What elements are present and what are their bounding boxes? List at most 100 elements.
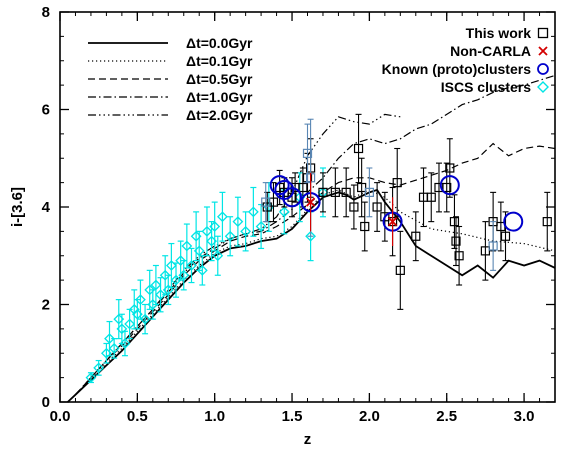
x-tick-label: 1.0 xyxy=(204,408,225,425)
model-curves xyxy=(67,74,555,402)
this-work-point xyxy=(445,163,455,173)
x-axis-label: z xyxy=(304,431,312,448)
iscs-point xyxy=(139,313,151,325)
x-tick-label: 3.0 xyxy=(514,408,535,425)
iscs-point xyxy=(193,245,205,257)
iscs-point xyxy=(212,250,224,262)
this-work-point xyxy=(372,202,382,212)
this-work-point xyxy=(341,187,351,197)
iscs-point xyxy=(201,225,213,237)
known-cluster-point xyxy=(282,187,303,208)
this-work-point xyxy=(542,217,552,227)
iscs-point xyxy=(116,323,128,335)
known-cluster-point xyxy=(274,179,295,200)
this-work-point xyxy=(480,246,490,256)
iscs-point xyxy=(108,342,120,354)
this-work-point xyxy=(454,251,464,261)
legend-square-marker xyxy=(537,27,549,39)
model-curve-1 xyxy=(75,189,555,396)
this-work-point xyxy=(330,187,340,197)
x-tick-label: 2.5 xyxy=(436,408,457,425)
legend-label-right: This work xyxy=(466,25,532,41)
y-axis-label: i-[3.6] xyxy=(9,187,26,227)
legend-label-left: Δt=0.1Gyr xyxy=(186,53,253,69)
iscs-point xyxy=(186,260,197,271)
iscs-point xyxy=(278,206,290,218)
legend-label-left: Δt=2.0Gyr xyxy=(186,107,253,123)
iscs-point xyxy=(93,362,105,374)
y-tick-label: 2 xyxy=(42,297,50,314)
legend-label-right: Non-CARLA xyxy=(450,43,531,59)
iscs-point xyxy=(255,221,267,232)
legend-label-left: Δt=1.0Gyr xyxy=(186,89,253,105)
iscs-point xyxy=(162,284,174,296)
this-work-point xyxy=(353,143,364,154)
iscs-point xyxy=(178,269,190,281)
legend-label-right: ISCS clusters xyxy=(441,79,531,95)
this-work-blue-point xyxy=(261,197,271,207)
known-cluster-point xyxy=(439,175,460,196)
iscs-point xyxy=(247,206,259,218)
iscs-point xyxy=(85,372,97,384)
iscs-point xyxy=(209,221,221,232)
iscs-point xyxy=(150,279,162,291)
legend-cross-marker xyxy=(538,46,548,56)
this-work-points xyxy=(261,113,552,310)
legend-label-left: Δt=0.5Gyr xyxy=(186,71,253,87)
legend-diamond-marker xyxy=(537,81,549,93)
this-work-point xyxy=(426,192,436,202)
axes: 0.0 0.5 1.0 1.5 2.0 2.5 3.0 0 2 4 6 8 z i-[3.6] xyxy=(9,4,556,448)
x-tick-label: 0.5 xyxy=(127,408,148,425)
legend-circle-marker xyxy=(537,63,549,75)
model-curve-4 xyxy=(75,113,401,396)
iscs-point xyxy=(240,225,252,237)
iscs-point xyxy=(144,284,156,296)
this-work-point xyxy=(360,221,370,232)
this-work-point xyxy=(451,236,461,246)
x-tick-label: 1.5 xyxy=(282,408,303,425)
non-carla-point xyxy=(305,197,316,207)
model-curve-2 xyxy=(75,142,555,396)
iscs-point xyxy=(165,260,177,271)
x-tick-label: 0.0 xyxy=(50,408,71,425)
iscs-point xyxy=(119,338,131,349)
iscs-point xyxy=(175,255,187,267)
this-work-point xyxy=(262,202,272,212)
this-work-point xyxy=(449,217,460,227)
model-curve-3 xyxy=(75,74,555,396)
iscs-point xyxy=(104,333,115,345)
y-tick-label: 4 xyxy=(42,199,51,216)
this-work-blue-point xyxy=(302,148,313,158)
this-work-point xyxy=(500,231,511,241)
iscs-cluster-points xyxy=(85,167,329,384)
this-work-point xyxy=(349,202,359,212)
y-tick-label: 8 xyxy=(42,4,50,21)
this-work-point xyxy=(318,187,328,197)
iscs-point xyxy=(305,230,317,242)
non-carla-point xyxy=(387,216,398,227)
iscs-point xyxy=(224,230,236,242)
this-work-point xyxy=(279,187,289,197)
y-tick-label: 0 xyxy=(42,394,50,411)
this-work-point xyxy=(298,182,308,193)
this-work-blue-point xyxy=(364,187,374,197)
this-work-point xyxy=(411,231,421,241)
legend-label-left: Δt=0.0Gyr xyxy=(186,35,253,51)
legend-label-right: Known (proto)clusters xyxy=(382,61,532,77)
this-work-blue-point xyxy=(488,241,498,251)
x-tick-label: 2.0 xyxy=(359,408,380,425)
iscs-point xyxy=(135,294,146,306)
known-cluster-point xyxy=(269,175,290,196)
this-work-point xyxy=(395,265,405,275)
this-work-point xyxy=(442,182,452,193)
iscs-point xyxy=(181,240,193,252)
legend: Δt=0.0Gyr Δt=0.1Gyr Δt=0.5Gyr Δt=1.0Gyr Δt=2… xyxy=(88,25,549,123)
iscs-point xyxy=(170,274,182,286)
y-tick-label: 6 xyxy=(42,102,50,119)
iscs-point xyxy=(124,318,136,330)
this-work-point xyxy=(392,178,402,188)
iscs-point xyxy=(155,289,166,301)
this-work-point xyxy=(380,212,390,222)
non-carla-points xyxy=(305,172,398,246)
